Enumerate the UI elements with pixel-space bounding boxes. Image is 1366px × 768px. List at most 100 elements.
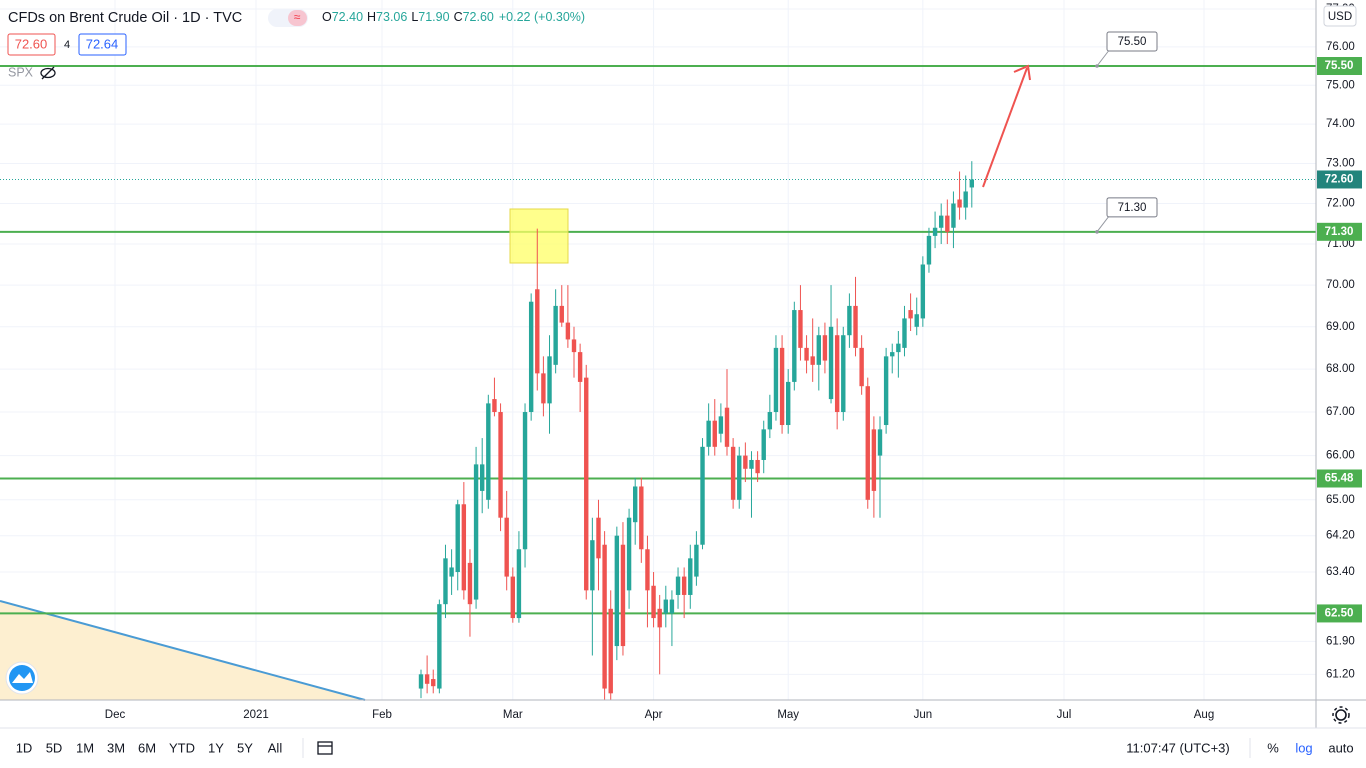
scale-button[interactable]: auto <box>1328 740 1353 755</box>
logo-mark <box>12 672 33 683</box>
x-tick-label: Dec <box>105 709 126 721</box>
candle-body <box>467 562 473 605</box>
ask-box[interactable] <box>78 33 127 56</box>
settings-icon[interactable] <box>1332 706 1350 724</box>
scale-button[interactable]: % <box>1267 740 1279 755</box>
range-button[interactable]: All <box>268 740 283 755</box>
candle-body <box>877 429 883 456</box>
eye <box>40 67 56 79</box>
toolbar: 1D 5D 1M 3M 6M YTD 1Y 5Y All% log auto <box>16 740 1354 755</box>
candle-body <box>480 464 485 491</box>
hide-icon[interactable] <box>40 66 56 80</box>
status-badge-right <box>288 10 307 26</box>
callout-box <box>1106 197 1158 218</box>
candle-body <box>590 540 595 591</box>
ask: 72.64 <box>86 36 119 51</box>
y-tick-label: 66.00 <box>1326 450 1355 462</box>
candle-body <box>743 455 748 469</box>
y-tick-label: 61.20 <box>1326 668 1355 680</box>
range-button[interactable]: 6M <box>138 740 156 755</box>
candle-body <box>510 576 515 619</box>
range-button[interactable]: YTD <box>169 740 195 755</box>
candle-body <box>675 576 681 595</box>
candle-body <box>804 347 809 361</box>
y-tick-label: 69.00 <box>1326 321 1355 333</box>
level-label-box <box>1317 222 1362 241</box>
candle-body <box>633 486 638 523</box>
candle-body <box>926 235 932 265</box>
y-tick-label: 64.20 <box>1326 530 1355 542</box>
date-range-icon[interactable] <box>317 741 333 755</box>
y-tick-label: 68.00 <box>1326 363 1355 375</box>
candle-body <box>449 567 454 577</box>
clock[interactable]: 11:07:47 (UTC+3) <box>1126 740 1229 755</box>
x-tick-label: Jun <box>914 709 933 721</box>
scale-button[interactable]: log <box>1295 740 1312 755</box>
x-tick-label: 2021 <box>243 709 269 721</box>
range-button[interactable]: 5Y <box>237 740 253 755</box>
bid-box[interactable] <box>7 33 56 56</box>
candle-body <box>932 227 938 236</box>
candle-body <box>865 386 870 500</box>
arrow-line <box>982 67 1028 188</box>
range-button[interactable]: 5D <box>46 740 63 755</box>
candle-body <box>816 335 821 365</box>
candle-body <box>761 429 766 460</box>
candle-body <box>718 416 724 434</box>
y-tick-label: 76.00 <box>1326 41 1355 53</box>
candle-body <box>528 301 534 413</box>
candle-body <box>461 504 467 591</box>
candle-body <box>767 412 773 430</box>
candle-body <box>755 459 760 474</box>
candle-body <box>730 446 736 500</box>
last-price-box <box>1317 170 1362 189</box>
candle-body <box>847 305 852 336</box>
level-label-box <box>1317 469 1362 488</box>
candle-body <box>896 343 901 353</box>
symbol-title[interactable]: CFDs on Brent Crude Oil · 1D · TVC <box>8 10 242 26</box>
candle-body <box>424 674 430 684</box>
range-button[interactable]: 1D <box>16 740 33 755</box>
range-button[interactable]: 1M <box>76 740 94 755</box>
candle-body <box>584 377 589 591</box>
trend-line <box>0 600 366 701</box>
ohlc-key: C <box>454 10 463 24</box>
candle-body <box>792 310 797 382</box>
range-button[interactable]: 3M <box>107 740 125 755</box>
x-tick-label: Mar <box>503 709 523 721</box>
level-label-box <box>1317 57 1362 76</box>
logo[interactable] <box>5 661 39 695</box>
arrow <box>982 64 1031 188</box>
candle-body <box>700 446 705 545</box>
candle-body <box>859 347 864 387</box>
candle-body <box>651 585 656 619</box>
candle-body <box>602 544 607 689</box>
ohlc-change: +0.22 (+0.30%) <box>499 10 585 24</box>
ohlc-value: 71.90 <box>418 10 449 24</box>
candle-body <box>516 549 522 619</box>
candle-body <box>455 504 460 573</box>
gear <box>1335 709 1347 721</box>
calendar <box>317 741 333 755</box>
ohlc-key: H <box>367 10 376 24</box>
candle-body <box>798 310 803 348</box>
gear-teeth <box>1332 706 1350 724</box>
candle-body <box>504 517 509 577</box>
y-tick-label: 70.00 <box>1326 279 1355 291</box>
candle-body <box>890 352 895 357</box>
candle-body <box>541 373 546 404</box>
candle-body <box>620 544 626 647</box>
candle-body <box>577 352 583 382</box>
currency-button[interactable] <box>1323 5 1357 27</box>
range-button[interactable]: 1Y <box>208 740 224 755</box>
level-label: 65.48 <box>1325 473 1354 485</box>
callout-label: 71.30 <box>1118 202 1147 214</box>
candle-body <box>559 305 564 323</box>
candle-body <box>749 459 754 469</box>
candle-body <box>920 264 926 319</box>
candle-body <box>626 517 632 591</box>
candle-body <box>786 381 791 426</box>
